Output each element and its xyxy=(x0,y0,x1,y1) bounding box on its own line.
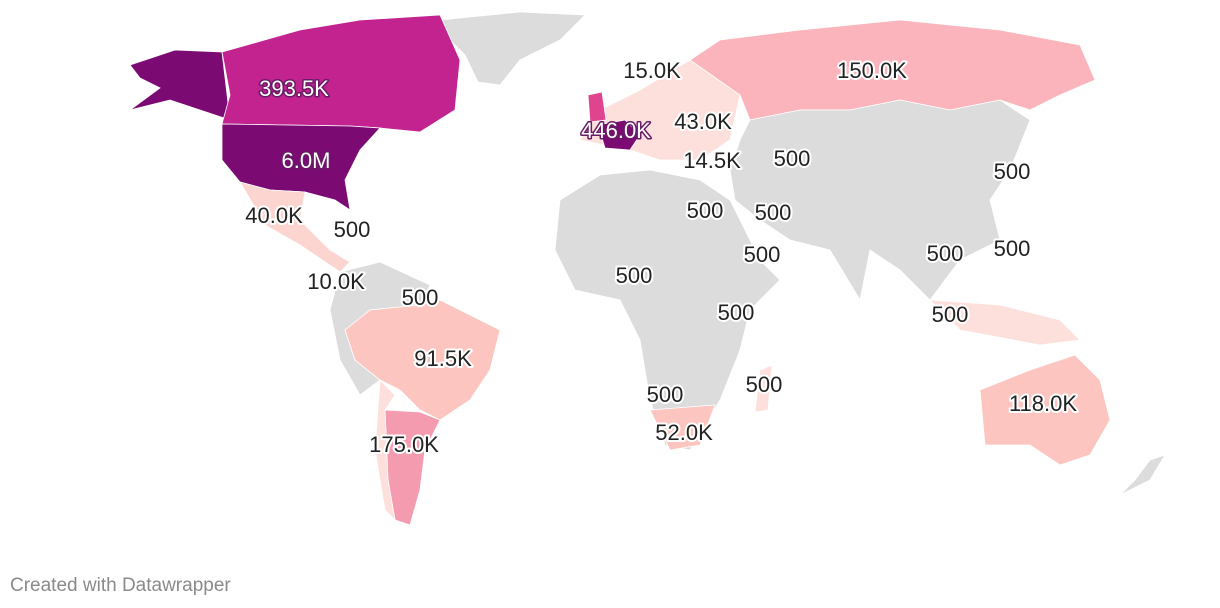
new-zealand xyxy=(1119,454,1166,496)
asia xyxy=(729,99,1031,302)
value-label: 52.0K xyxy=(655,420,713,445)
madagascar xyxy=(754,364,773,413)
value-label: 500 xyxy=(402,285,439,310)
value-label: 500 xyxy=(616,263,653,288)
value-label: 10.0K xyxy=(307,269,365,294)
value-label: 118.0K xyxy=(1009,391,1077,416)
value-label: 14.5K xyxy=(683,148,741,173)
value-label: 15.0K xyxy=(623,58,681,83)
value-label: 500 xyxy=(334,217,371,242)
value-label: 500 xyxy=(994,159,1031,184)
chile xyxy=(374,379,396,522)
indonesia xyxy=(928,299,1081,346)
canada xyxy=(221,14,461,133)
value-label: 43.0K xyxy=(674,109,732,134)
value-label: 500 xyxy=(927,241,964,266)
value-label: 175.0K xyxy=(369,432,439,457)
value-label: 500 xyxy=(647,382,684,407)
value-label: 500 xyxy=(994,236,1031,261)
south-africa xyxy=(649,404,716,451)
land xyxy=(129,11,1166,526)
value-label: 150.0K xyxy=(837,58,907,83)
france xyxy=(597,119,641,151)
value-label: 500 xyxy=(932,302,969,327)
australia xyxy=(979,354,1111,466)
usa xyxy=(221,123,381,211)
value-label: 40.0K xyxy=(245,203,303,228)
greenland xyxy=(439,11,586,86)
value-label: 500 xyxy=(687,198,724,223)
labels: 393.5K 6.0M 446.0K 15.0K 150.0K 43.0K 14… xyxy=(243,56,1079,459)
value-label: 500 xyxy=(774,146,811,171)
alaska xyxy=(129,49,231,121)
value-label: 500 xyxy=(746,372,783,397)
value-label: 393.5K xyxy=(259,76,329,101)
value-label: 500 xyxy=(744,242,781,267)
value-label: 446.0K xyxy=(581,118,651,143)
mexico xyxy=(239,181,351,273)
value-label: 91.5K xyxy=(414,346,472,371)
uk xyxy=(587,91,607,123)
value-label: 6.0M xyxy=(282,148,331,173)
value-label: 500 xyxy=(755,200,792,225)
value-label: 500 xyxy=(718,300,755,325)
footer: Created with Datawrapper xyxy=(10,575,231,596)
africa xyxy=(554,169,781,451)
